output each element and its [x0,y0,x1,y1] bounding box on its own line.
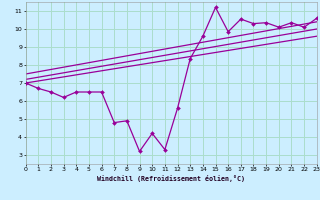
X-axis label: Windchill (Refroidissement éolien,°C): Windchill (Refroidissement éolien,°C) [97,175,245,182]
